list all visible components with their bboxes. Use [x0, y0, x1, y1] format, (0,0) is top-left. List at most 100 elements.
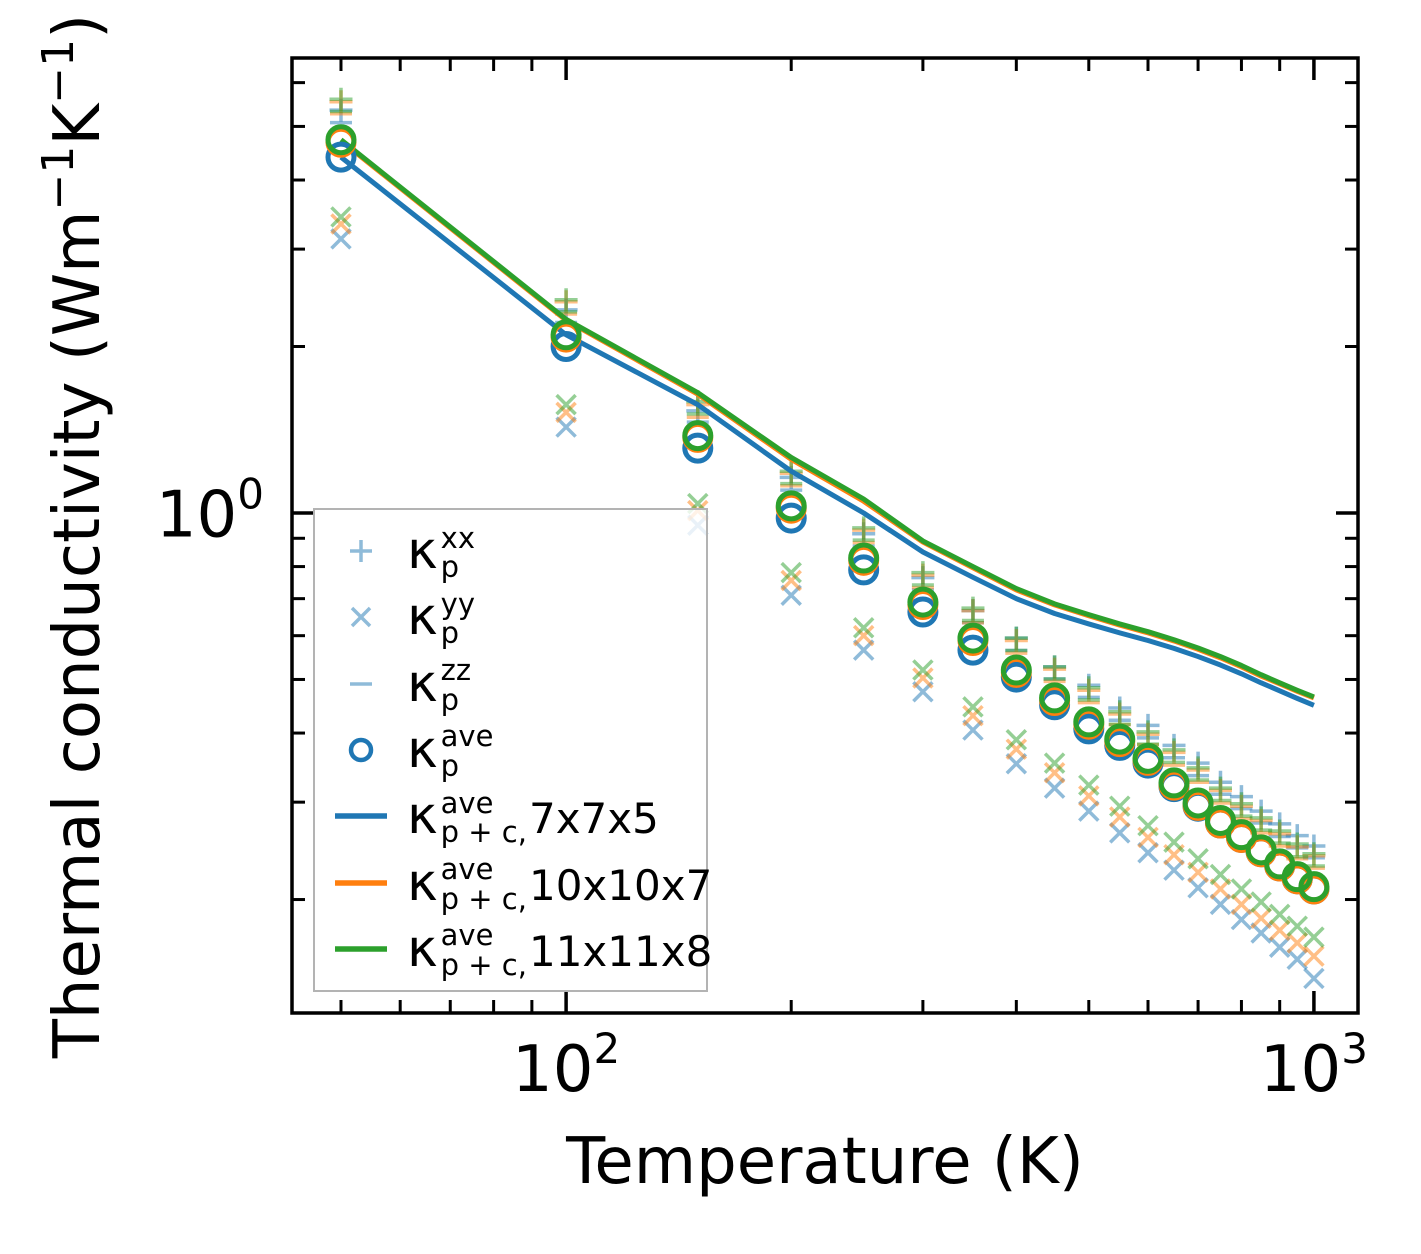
kappa-symbol: κ — [407, 918, 438, 979]
circle-marker — [775, 490, 807, 522]
kappa-superscript: yy — [440, 586, 475, 621]
legend-label: κ zz p — [407, 654, 471, 715]
plus-glyph — [350, 540, 372, 563]
legend-label: κ ave p — [407, 719, 494, 783]
circle-marker — [1158, 767, 1190, 799]
cross-marker — [1187, 877, 1209, 899]
legend-item-kappa-ave-10x10x7: κ ave p + c, 10x10x7 — [315, 852, 712, 914]
y-tick-label-1: 100 — [155, 469, 264, 553]
plus-marker — [1043, 655, 1067, 679]
circle-marker — [1000, 654, 1032, 686]
kappa-superscript: zz — [440, 653, 472, 688]
legend-mesh-size: 10x10x7 — [528, 860, 713, 910]
cross-marker — [780, 569, 802, 592]
x-axis-label: Temperature (K) — [566, 1125, 1084, 1199]
cross-marker — [1109, 795, 1131, 817]
circle-marker — [775, 502, 807, 534]
kappa-symbol: κ — [407, 852, 438, 913]
plus-marker — [1136, 720, 1160, 744]
cross-marker — [1043, 752, 1066, 774]
cross-marker — [1250, 907, 1272, 929]
legend-mesh-size: 7x7x5 — [528, 794, 659, 844]
legend: κ xx p κ yy p κ zz p κ ave p κ ave p + c, 7x7x5 κ ave p +… — [313, 508, 712, 992]
series-kappa-xx-11x11x8 — [329, 87, 1326, 866]
cross-marker — [912, 667, 934, 689]
legend-label: κ ave p + c, 7x7x5 — [407, 786, 659, 850]
cross-marker — [1078, 774, 1100, 796]
kappa-symbol: κ — [407, 521, 438, 582]
plus-marker — [1229, 792, 1253, 816]
cross-marker — [1268, 903, 1291, 926]
legend-label: κ ave p + c, 10x10x7 — [407, 851, 713, 916]
cross-marker — [1286, 915, 1308, 937]
circle-marker — [957, 634, 989, 666]
circle-marker — [1039, 682, 1071, 714]
plus-marker — [1302, 842, 1326, 866]
plus-marker — [1004, 626, 1028, 650]
cross-marker — [1109, 822, 1131, 844]
legend-minus-symbol — [315, 656, 407, 712]
cross-marker — [1209, 863, 1232, 886]
kappa-superscript: xx — [440, 520, 475, 555]
kappa-scripts: zz p — [441, 656, 471, 715]
kappa-subscript: p — [440, 550, 460, 585]
cross-marker — [1005, 729, 1028, 751]
kappa-scripts: ave p + c, — [441, 921, 527, 980]
cross-marker — [1209, 893, 1232, 916]
y-axis-label-text: Thermal conductivity (Wm — [41, 210, 115, 1059]
legend-label: κ ave p + c, 11x11x8 — [407, 918, 713, 980]
kappa-symbol: κ — [407, 719, 438, 780]
cross-marker — [1137, 842, 1159, 864]
circle-marker — [907, 586, 939, 618]
cross-marker — [1230, 878, 1253, 900]
cross-marker — [962, 704, 984, 727]
cross-marker — [1303, 945, 1325, 967]
kappa-subscript: p + c, — [440, 815, 527, 850]
circle-marker — [1298, 871, 1330, 903]
axes-frame — [290, 56, 1360, 1015]
cross-marker — [1163, 831, 1185, 853]
kappa-scripts: xx p — [440, 520, 475, 585]
minus-icon — [350, 681, 372, 686]
kappa-superscript: ave — [440, 719, 494, 754]
cross-marker — [1078, 785, 1100, 807]
plus-marker — [1162, 738, 1186, 762]
kappa-superscript: ave — [440, 851, 494, 886]
series-kappa-yy-11x11x8 — [330, 206, 1325, 948]
plus-marker — [1285, 832, 1309, 856]
legend-item-kappa-yy: κ yy p — [315, 586, 706, 648]
kappa-subscript: p + c, — [440, 947, 527, 982]
legend-cross-symbol — [315, 589, 407, 645]
cross-marker — [1286, 948, 1308, 970]
kappa-subscript: p + c, — [440, 881, 527, 916]
y-axis-label-superscript: −1 — [33, 145, 84, 211]
y-axis-label-text: K — [41, 103, 115, 146]
kappa-subscript: p — [440, 748, 460, 783]
circle-marker — [848, 542, 880, 574]
circle-marker — [1182, 787, 1214, 819]
y-axis-label-text: ) — [41, 13, 115, 39]
cross-marker — [1043, 777, 1066, 799]
kappa-scripts: ave p + c, — [440, 788, 527, 850]
kappa-symbol: κ — [407, 587, 438, 648]
legend-mesh-size: 11x11x8 — [528, 926, 713, 976]
cross-marker — [555, 401, 577, 424]
legend-label: κ yy p — [407, 586, 475, 648]
kappa-symbol: κ — [407, 786, 438, 847]
cross-marker — [912, 659, 934, 681]
cross-marker — [852, 624, 875, 647]
circle-marker — [325, 124, 357, 156]
y-axis-label-superscript: −1 — [33, 38, 84, 104]
cross-marker — [1230, 893, 1253, 916]
circle-marker — [550, 319, 582, 351]
line-icon — [335, 879, 387, 886]
circle-marker — [1204, 804, 1236, 836]
legend-item-kappa-ave: κ ave p — [315, 719, 706, 781]
plus-marker — [852, 516, 876, 540]
cross-marker — [1078, 800, 1100, 822]
cross-marker — [1230, 908, 1253, 931]
legend-plus-symbol — [315, 523, 407, 579]
legend-line-symbol — [315, 921, 407, 977]
plus-marker — [1077, 676, 1101, 700]
